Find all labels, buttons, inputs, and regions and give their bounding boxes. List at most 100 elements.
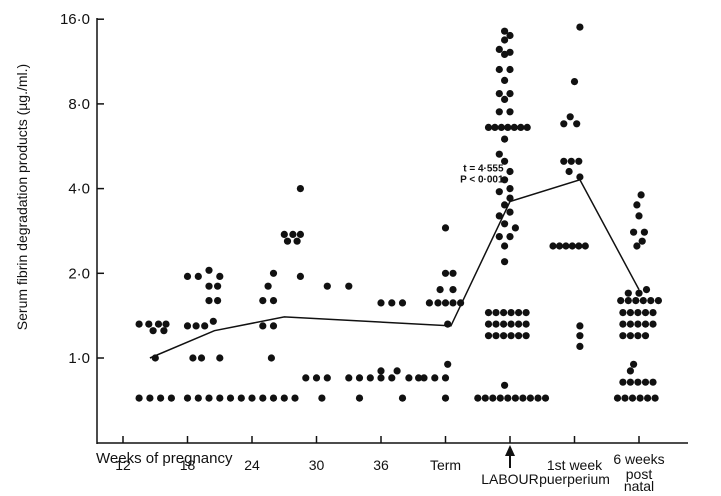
data-point (613, 394, 622, 402)
data-point (522, 332, 530, 340)
data-point (269, 297, 278, 305)
data-point (377, 367, 385, 375)
data-point (192, 322, 200, 330)
data-point (506, 167, 514, 176)
data-point (633, 201, 641, 209)
data-point (183, 394, 192, 402)
data-point (393, 367, 401, 375)
data-point (637, 191, 645, 199)
data-point (157, 394, 165, 402)
data-point (541, 394, 550, 402)
data-point (522, 309, 530, 317)
data-point (628, 394, 637, 402)
data-point (495, 90, 503, 98)
data-point (507, 320, 515, 328)
data-point (626, 309, 635, 317)
data-point (549, 242, 557, 250)
data-point (626, 367, 635, 375)
data-point (444, 360, 452, 368)
data-point (501, 381, 509, 389)
data-point (312, 374, 321, 382)
data-point (501, 36, 509, 44)
data-point (495, 150, 503, 158)
data-point (504, 394, 512, 402)
data-point (489, 394, 497, 402)
data-points (135, 23, 663, 402)
labour-arrow-icon (505, 445, 515, 468)
data-point (568, 242, 576, 250)
data-point (626, 332, 635, 340)
data-point (283, 237, 292, 245)
data-point (506, 185, 514, 193)
data-point (205, 394, 213, 402)
data-point (296, 272, 304, 280)
data-point (481, 394, 489, 402)
data-point (496, 394, 504, 402)
data-point (248, 394, 256, 402)
x-tick-label: 36 (373, 457, 389, 473)
data-point (420, 374, 428, 382)
data-point (167, 394, 175, 402)
data-point (634, 309, 642, 317)
data-point (621, 394, 629, 402)
data-point (649, 309, 657, 317)
y-tick-label: 1·0 (68, 350, 90, 367)
data-point (635, 289, 643, 297)
data-point (296, 230, 304, 238)
data-point (634, 332, 642, 340)
x-tick-sublabel: puerperium (539, 471, 610, 487)
data-point (269, 269, 278, 277)
data-point (506, 65, 514, 74)
data-point (425, 299, 433, 307)
data-point (441, 224, 450, 232)
data-point (495, 45, 503, 54)
data-point (649, 378, 657, 386)
x-ticks: 12 18 24 30 36 Term LABOUR 1st week 6 weekspuerp… (115, 436, 665, 494)
data-point (573, 120, 581, 128)
data-point (259, 297, 267, 305)
data-point (154, 320, 163, 328)
data-point (624, 289, 632, 297)
data-point (135, 320, 143, 328)
data-point (634, 320, 642, 328)
data-point (555, 242, 564, 250)
data-point (145, 320, 153, 328)
x-tick-sublabel: natal (624, 478, 654, 494)
data-point (632, 297, 640, 305)
data-point (638, 237, 646, 245)
data-point (515, 309, 523, 317)
data-point (160, 327, 168, 335)
data-point (649, 320, 657, 328)
data-point (377, 299, 385, 307)
x-axis-label: Weeks of pregnancy (96, 450, 233, 467)
data-point (264, 282, 272, 290)
data-point (259, 394, 267, 402)
data-point (289, 230, 297, 238)
data-point (506, 48, 514, 56)
annotation-line: t = 4·555 (463, 164, 504, 175)
data-point (216, 354, 224, 362)
data-point (205, 297, 213, 305)
data-point (355, 374, 364, 382)
data-point (226, 394, 235, 402)
data-point (619, 309, 627, 317)
y-tick-label: 8·0 (68, 96, 90, 113)
data-point (296, 185, 304, 193)
mean-line (149, 178, 640, 359)
data-point (634, 378, 642, 386)
data-point (495, 108, 503, 116)
data-point (495, 65, 503, 74)
data-point (644, 394, 652, 402)
data-point (146, 394, 154, 402)
y-axis-label: Serum fibrin degradation products (µg./m… (14, 64, 30, 330)
x-tick-label: LABOUR (481, 471, 539, 487)
data-point (619, 320, 627, 328)
data-point (560, 120, 568, 128)
data-point (293, 237, 301, 245)
data-point (506, 90, 514, 98)
data-point (633, 242, 641, 250)
data-point (519, 394, 527, 402)
data-point (151, 354, 159, 362)
data-point (504, 123, 512, 131)
data-point (507, 309, 515, 317)
